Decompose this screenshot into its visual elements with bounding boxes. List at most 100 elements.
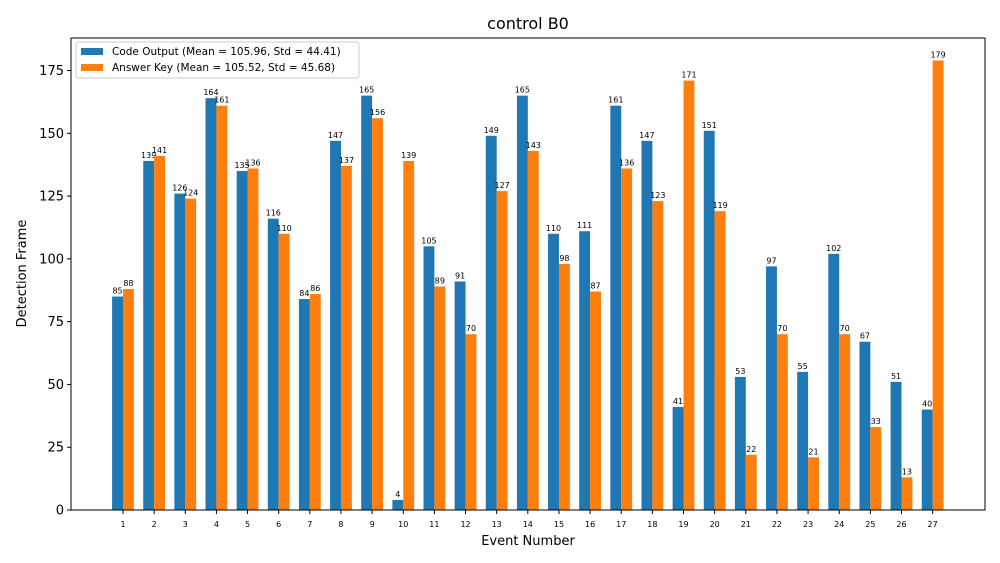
answer-key-bar [808,457,819,510]
x-tick-label: 23 [803,520,813,529]
answer-key-bar [558,263,570,510]
data-label: 102 [826,244,841,253]
legend-box [75,41,360,79]
data-label: 161 [608,96,623,105]
code-output-bar [112,296,123,510]
data-label: 139 [401,151,416,160]
data-label: 156 [370,108,385,117]
code-output-bar [205,98,217,510]
code-output-bar [610,105,622,511]
code-output-bar [143,160,155,510]
y-tick-label: 125 [39,190,64,205]
data-label: 22 [746,445,756,454]
data-label: 41 [673,397,683,406]
data-label: 147 [639,131,654,140]
plot-frame [70,37,986,511]
code-output-bar [174,193,186,510]
answer-key-bar [590,291,601,510]
data-label: 136 [245,158,260,167]
code-output-bar [361,95,373,511]
code-output-bar [579,231,591,511]
data-label: 135 [234,161,249,170]
answer-key-bar [278,233,290,510]
data-label: 119 [712,201,727,210]
data-label: 97 [766,256,776,265]
legend-swatch [81,64,103,71]
data-label: 161 [214,96,229,105]
answer-key-bar [154,155,166,510]
x-axis-label: Event Number [481,534,575,549]
data-label: 105 [421,236,436,245]
data-label: 55 [798,362,808,371]
x-tick-label: 27 [928,520,938,529]
code-output-bar [236,170,248,510]
answer-key-bar [372,118,384,510]
data-label: 116 [266,209,281,218]
code-output-bar [485,135,497,511]
chart-title: control B0 [487,14,569,33]
data-label: 149 [484,126,499,135]
code-output-bar [921,409,933,510]
answer-key-bar [652,201,664,510]
data-label: 111 [577,221,592,230]
data-label: 110 [546,224,561,233]
x-tick-label: 19 [678,520,688,529]
code-output-bar [330,140,341,510]
answer-key-bar [745,454,757,510]
answer-key-bar [527,150,539,510]
answer-key-bar [247,168,259,511]
code-output-bar [859,341,871,510]
y-tick-label: 50 [47,378,64,393]
x-tick-label: 21 [741,520,751,529]
data-label: 110 [277,224,292,233]
code-output-bar [828,253,840,510]
data-label: 127 [494,181,509,190]
data-label: 88 [123,279,133,288]
answer-key-bar [839,334,851,510]
data-label: 21 [808,447,818,456]
answer-key-bar [776,334,788,510]
data-label: 33 [871,417,881,426]
x-tick-label: 11 [429,520,439,529]
answer-key-bar [901,477,913,510]
code-output-bar [890,381,902,510]
legend-entry: Answer Key (Mean = 105.52, Std = 45.68) [112,62,335,74]
answer-key-bar [870,427,882,510]
y-tick-label: 0 [56,504,64,519]
y-tick-label: 25 [47,441,64,456]
data-label: 70 [840,324,850,333]
answer-key-bar [496,191,508,510]
x-tick-label: 2 [152,520,157,529]
data-label: 164 [203,88,218,97]
data-label: 86 [310,284,320,293]
x-tick-label: 15 [554,520,564,529]
answer-key-bar [309,294,321,510]
y-tick-label: 150 [39,127,64,142]
answer-key-bar [403,160,415,510]
answer-key-bar [216,105,228,511]
x-tick-label: 17 [616,520,626,529]
data-label: 87 [590,282,600,291]
data-label: 89 [435,276,445,285]
code-output-bar [298,299,310,510]
data-label: 98 [559,254,569,263]
x-tick-label: 25 [865,520,875,529]
legend: Code Output (Mean = 105.96, Std = 44.41)… [75,41,360,79]
code-output-bar [734,376,746,510]
data-label: 51 [891,372,901,381]
x-tick-label: 14 [523,520,533,529]
y-tick-label: 75 [47,315,64,330]
data-label: 165 [515,86,530,95]
data-label: 40 [922,400,932,409]
answer-key-bar [185,198,197,511]
answer-key-bar [932,60,944,510]
code-output-bar [392,499,404,510]
legend-entry: Code Output (Mean = 105.96, Std = 44.41) [112,46,341,58]
data-label: 91 [455,271,465,280]
data-label: 70 [466,324,476,333]
x-tick-label: 7 [307,520,312,529]
data-label: 179 [930,50,945,59]
x-tick-label: 20 [710,520,720,529]
code-output-bar [641,140,653,510]
